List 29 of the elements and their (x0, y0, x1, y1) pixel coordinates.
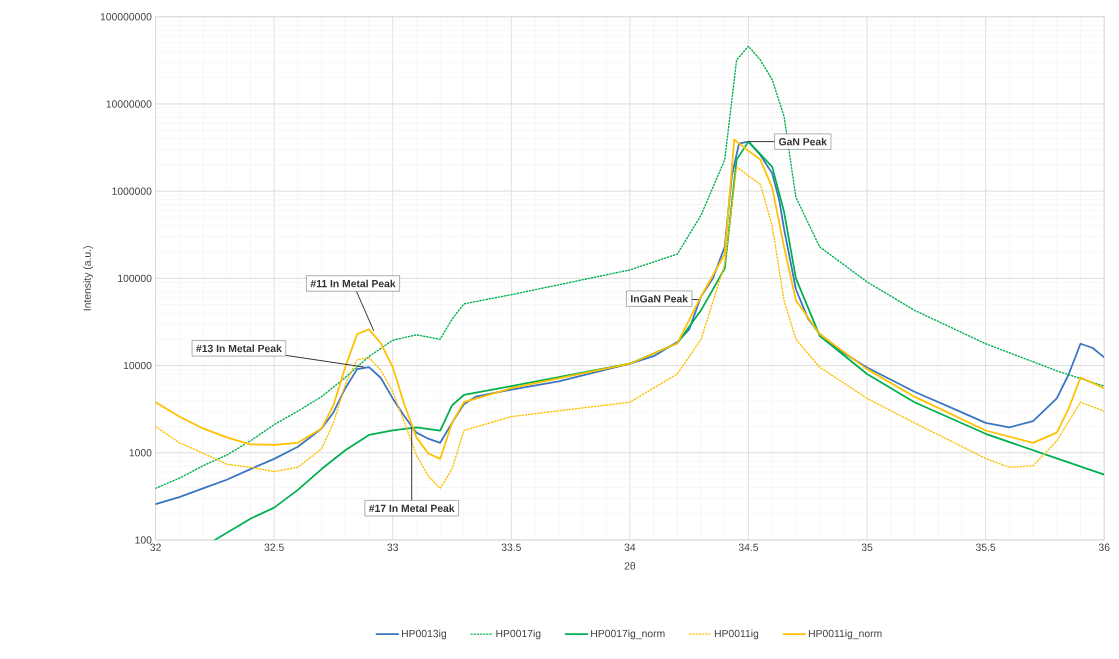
annotation: #17 In Metal Peak (368, 504, 455, 512)
annotation: GaN Peak (778, 137, 827, 146)
legend-label: HP0013ig (402, 629, 446, 640)
y-tick-label: 100000 (118, 274, 152, 282)
legend-label: HP0017ig (496, 629, 541, 640)
y-tick-label: 100000000 (100, 12, 152, 21)
x-tick-label: 33.5 (501, 543, 521, 551)
legend-label: HP0011ig (714, 629, 759, 640)
x-tick-label: 32.5 (264, 543, 284, 551)
x-axis-title: 2θ (624, 561, 636, 570)
annotation: #13 In Metal Peak (196, 344, 282, 352)
x-tick-label: 32 (150, 543, 161, 551)
y-tick-label: 1000 (129, 448, 152, 457)
annotation: InGaN Peak (631, 294, 688, 303)
line-series (155, 45, 1105, 489)
x-tick-label: 33 (387, 543, 399, 551)
y-tick-label: 10000000 (106, 100, 152, 108)
y-axis-title: Intensity (a.u.) (83, 245, 93, 311)
x-tick-label: 34.5 (738, 543, 759, 551)
x-tick-label: 34 (624, 543, 636, 551)
y-tick-label: 100 (135, 536, 152, 544)
annotation: #11 In Metal Peak (310, 279, 396, 288)
legend-label: HP0011ig_norm (808, 629, 882, 640)
x-tick-label: 35.5 (975, 543, 996, 551)
y-tick-label: 10000 (123, 361, 152, 370)
y-tick-label: 1000000 (112, 187, 152, 195)
x-tick-label: 36 (1098, 543, 1110, 551)
legend-label: HP0017ig_norm (591, 629, 665, 640)
x-tick-label: 35 (861, 543, 873, 551)
